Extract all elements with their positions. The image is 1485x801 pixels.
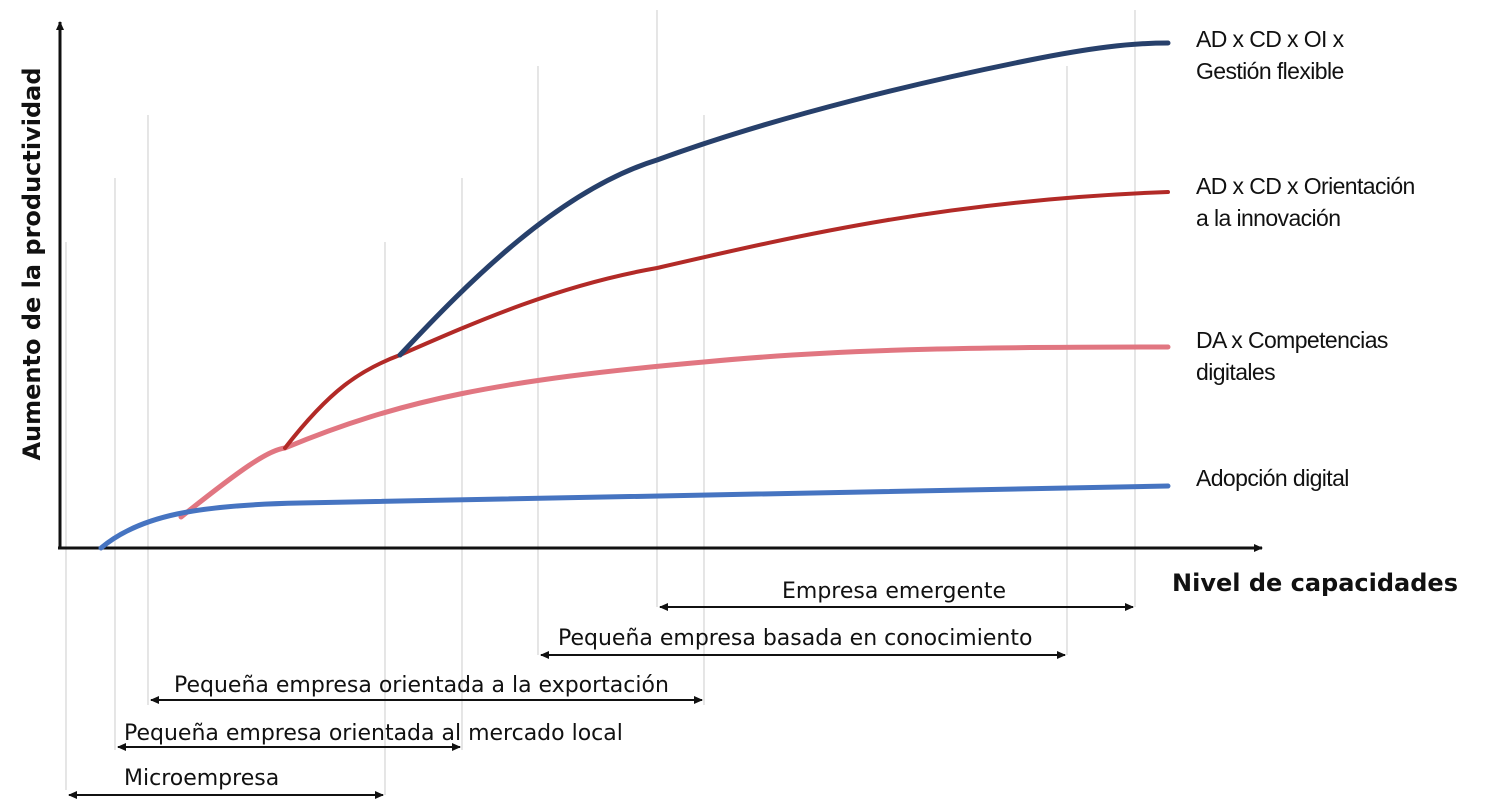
curves <box>98 40 1171 551</box>
company-range-labels: Empresa emergente Pequeña empresa basada… <box>124 579 1032 791</box>
label-line: AD x CD x Orientación <box>1196 173 1415 199</box>
range-label-orientada-exportacion: Pequeña empresa orientada a la exportaci… <box>174 673 669 698</box>
range-label-empresa-emergente: Empresa emergente <box>782 579 1006 604</box>
label-line: Adopción digital <box>1196 465 1349 491</box>
curve-competencias-digitales <box>178 344 1171 520</box>
series-label-competencias-digitales: DA x Competencias digitales <box>1196 327 1394 385</box>
company-ranges <box>68 603 1134 799</box>
curve-orientacion-innovacion <box>283 190 1170 450</box>
series-label-orientacion-innovacion: AD x CD x Orientación a la innovación <box>1196 173 1421 231</box>
range-label-basada-conocimiento: Pequeña empresa basada en conocimiento <box>558 626 1032 651</box>
range-label-mercado-local: Pequeña empresa orientada al mercado loc… <box>124 721 623 746</box>
curve-adopcion-digital <box>98 483 1171 551</box>
label-line: DA x Competencias <box>1196 327 1388 353</box>
curve-gestion-flexible <box>397 40 1171 358</box>
guide-lines <box>65 10 1136 795</box>
series-label-gestion-flexible: AD x CD x OI x Gestión flexible <box>1196 26 1349 84</box>
label-line: a la innovación <box>1196 205 1340 231</box>
y-axis-title: Aumento de la productividad <box>18 67 46 460</box>
x-axis-title: Nivel de capacidades <box>1172 569 1458 597</box>
label-line: digitales <box>1196 359 1275 385</box>
label-line: AD x CD x OI x <box>1196 26 1345 52</box>
range-label-microempresa: Microempresa <box>124 766 279 791</box>
series-label-adopcion-digital: Adopción digital <box>1196 465 1349 491</box>
label-line: Gestión flexible <box>1196 58 1344 84</box>
series-labels: AD x CD x OI x Gestión flexible AD x CD … <box>1196 26 1421 491</box>
axes <box>56 21 1263 552</box>
